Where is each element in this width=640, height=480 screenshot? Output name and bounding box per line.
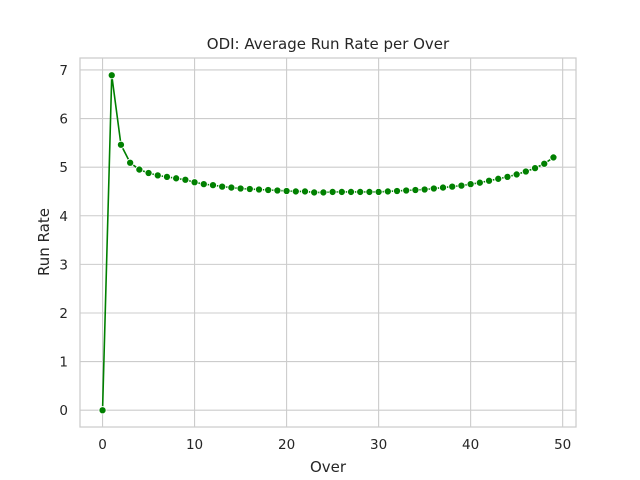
data-point [144,168,153,178]
data-point [227,183,236,192]
data-point [512,170,521,179]
data-point [218,182,227,191]
x-tick-label: 50 [554,437,571,453]
data-point [135,165,144,174]
data-point [264,185,273,195]
data-point [208,181,218,190]
data-point [531,164,540,173]
data-point [438,183,448,192]
y-tick-label: 6 [59,112,68,128]
data-point [116,140,125,149]
data-point [199,180,208,189]
data-point [162,172,172,181]
data-point [273,186,282,195]
data-point [291,187,300,196]
data-point [392,186,402,196]
y-tick-label: 0 [59,403,68,419]
data-point [356,187,365,196]
data-point [383,187,392,196]
data-point [245,184,254,194]
data-point [328,187,337,196]
y-tick-label: 1 [59,355,68,371]
x-axis-label: Over [310,458,347,476]
data-point [365,187,374,196]
data-point [475,178,484,187]
data-point [300,187,310,196]
data-point [503,172,512,181]
data-point [521,167,530,176]
data-point [319,188,328,197]
data-point [190,178,199,187]
data-point [181,175,190,184]
data-point [172,174,181,183]
x-tick-labels: 0 10 20 30 40 50 [98,437,571,453]
series-layer [98,71,558,415]
y-tick-label: 3 [59,257,68,273]
data-point [126,158,135,167]
chart-title: ODI: Average Run Rate per Over [207,35,450,53]
data-point [310,188,319,197]
plot-frame [79,57,577,428]
data-point [107,71,116,80]
y-tick-label: 5 [59,160,68,176]
data-point [402,186,411,195]
data-point [254,185,264,194]
data-point [420,185,429,194]
y-tick-label: 2 [59,306,68,322]
y-tick-label: 4 [59,209,68,225]
x-tick-label: 10 [186,437,203,453]
data-point [549,153,558,162]
data-point [98,406,107,415]
x-tick-label: 40 [462,437,479,453]
data-point [153,171,162,180]
data-point [466,180,475,189]
data-point [540,159,549,168]
x-tick-label: 30 [370,437,387,453]
y-axis-label: Run Rate [35,208,53,276]
data-point [484,176,494,185]
data-point [457,181,466,190]
data-point [494,174,503,183]
x-tick-label: 0 [98,437,107,453]
grid [80,58,576,427]
data-point [236,184,245,193]
x-tick-label: 20 [278,437,295,453]
data-point [448,182,457,191]
data-point [429,184,438,193]
data-point [337,187,346,196]
y-tick-labels: 0 1 2 3 4 5 6 7 [59,63,68,419]
data-point [411,185,420,195]
y-tick-label: 7 [59,63,68,79]
data-point [346,187,356,196]
data-point [282,186,291,196]
data-point [374,187,383,196]
